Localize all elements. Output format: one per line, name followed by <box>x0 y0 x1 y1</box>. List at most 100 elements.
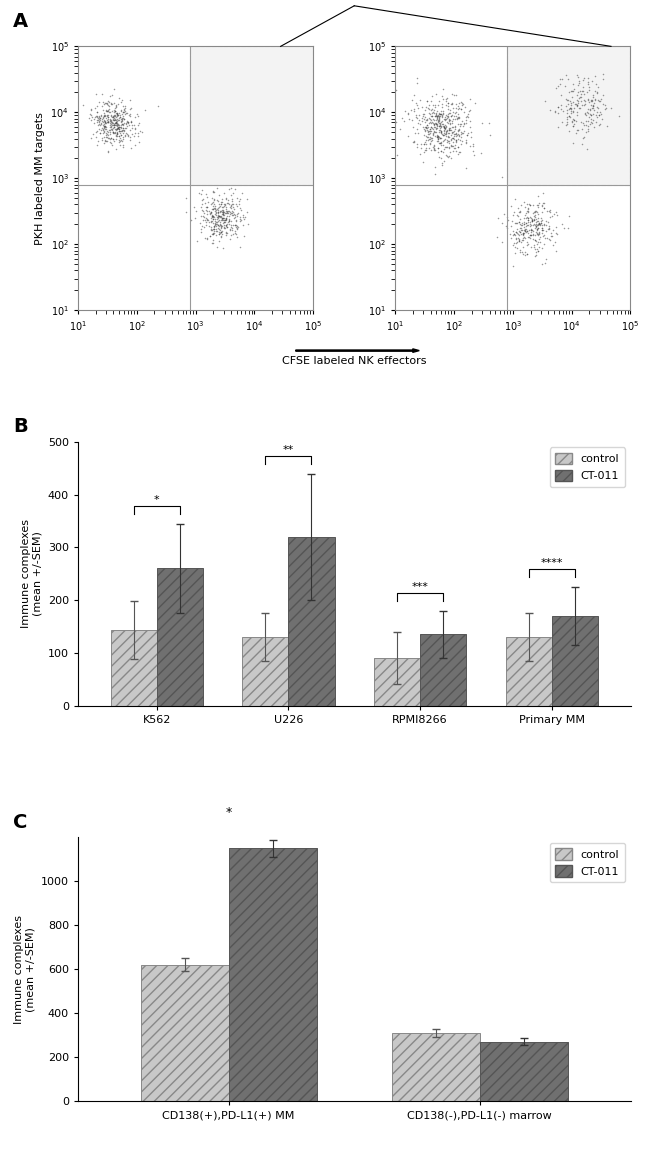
Bar <box>480 1042 567 1101</box>
Point <box>594 116 604 134</box>
Point <box>523 211 533 229</box>
Point <box>98 116 109 134</box>
Point <box>439 118 450 137</box>
Point <box>534 229 544 248</box>
Point <box>447 114 458 132</box>
Point <box>194 214 205 233</box>
Point <box>530 202 540 220</box>
Point <box>426 107 437 125</box>
Point <box>572 105 582 124</box>
Point <box>434 117 444 136</box>
Point <box>447 129 457 147</box>
Point <box>521 220 531 239</box>
Point <box>224 214 235 233</box>
Point <box>218 184 229 203</box>
Point <box>217 210 228 228</box>
Point <box>538 216 549 234</box>
Point <box>568 117 578 136</box>
Point <box>96 107 107 125</box>
Point <box>122 114 132 132</box>
Point <box>424 134 435 153</box>
Point <box>426 122 436 140</box>
Point <box>111 125 121 144</box>
Point <box>523 209 534 227</box>
Point <box>514 226 525 245</box>
Point <box>453 122 463 140</box>
Point <box>532 226 543 245</box>
Point <box>525 209 536 227</box>
Point <box>459 114 469 132</box>
Point <box>129 127 140 146</box>
Point <box>208 233 218 252</box>
Point <box>103 101 113 119</box>
Point <box>210 197 220 216</box>
Point <box>196 185 206 204</box>
Point <box>434 112 444 131</box>
Point <box>440 124 450 143</box>
Point <box>432 108 443 126</box>
Point <box>100 124 110 143</box>
Point <box>559 218 569 236</box>
Point <box>531 218 541 236</box>
Point <box>129 136 140 154</box>
Point <box>420 122 430 140</box>
Point <box>122 125 132 144</box>
Point <box>576 92 586 110</box>
Point <box>116 114 126 132</box>
Point <box>442 132 452 151</box>
Point <box>455 115 465 133</box>
Point <box>517 242 527 261</box>
Point <box>533 205 543 224</box>
Point <box>104 100 114 118</box>
Point <box>573 72 584 90</box>
Point <box>241 189 252 207</box>
Point <box>519 212 529 231</box>
Point <box>117 109 127 127</box>
Point <box>517 245 528 263</box>
Point <box>105 115 115 133</box>
Point <box>434 110 444 129</box>
Point <box>452 108 463 126</box>
Point <box>448 141 458 160</box>
Point <box>202 210 212 228</box>
Point <box>528 217 538 235</box>
Point <box>439 121 449 139</box>
Point <box>516 225 526 243</box>
Point <box>470 94 480 112</box>
Point <box>101 114 111 132</box>
Point <box>516 196 526 214</box>
Point <box>112 114 122 132</box>
Point <box>435 129 445 147</box>
Point <box>212 213 222 232</box>
Point <box>235 190 245 209</box>
Point <box>235 212 245 231</box>
Point <box>520 219 530 238</box>
Point <box>451 107 462 125</box>
Point <box>552 97 563 116</box>
Point <box>108 130 118 148</box>
Point <box>200 228 210 247</box>
Point <box>526 212 537 231</box>
Point <box>595 115 606 133</box>
Point <box>98 118 109 137</box>
Point <box>566 94 577 112</box>
Point <box>214 223 225 241</box>
Point <box>532 212 542 231</box>
Point <box>220 189 231 207</box>
Point <box>432 110 443 129</box>
Point <box>215 216 226 234</box>
Point <box>207 207 217 226</box>
Point <box>454 143 464 161</box>
Point <box>512 198 523 217</box>
Point <box>434 107 445 125</box>
Point <box>209 182 219 201</box>
Point <box>532 216 543 234</box>
Point <box>439 117 449 136</box>
Point <box>219 211 229 229</box>
Bar <box>552 615 597 706</box>
Point <box>116 101 127 119</box>
Point <box>411 107 422 125</box>
Point <box>430 119 441 138</box>
Point <box>433 126 443 145</box>
Point <box>566 99 576 117</box>
